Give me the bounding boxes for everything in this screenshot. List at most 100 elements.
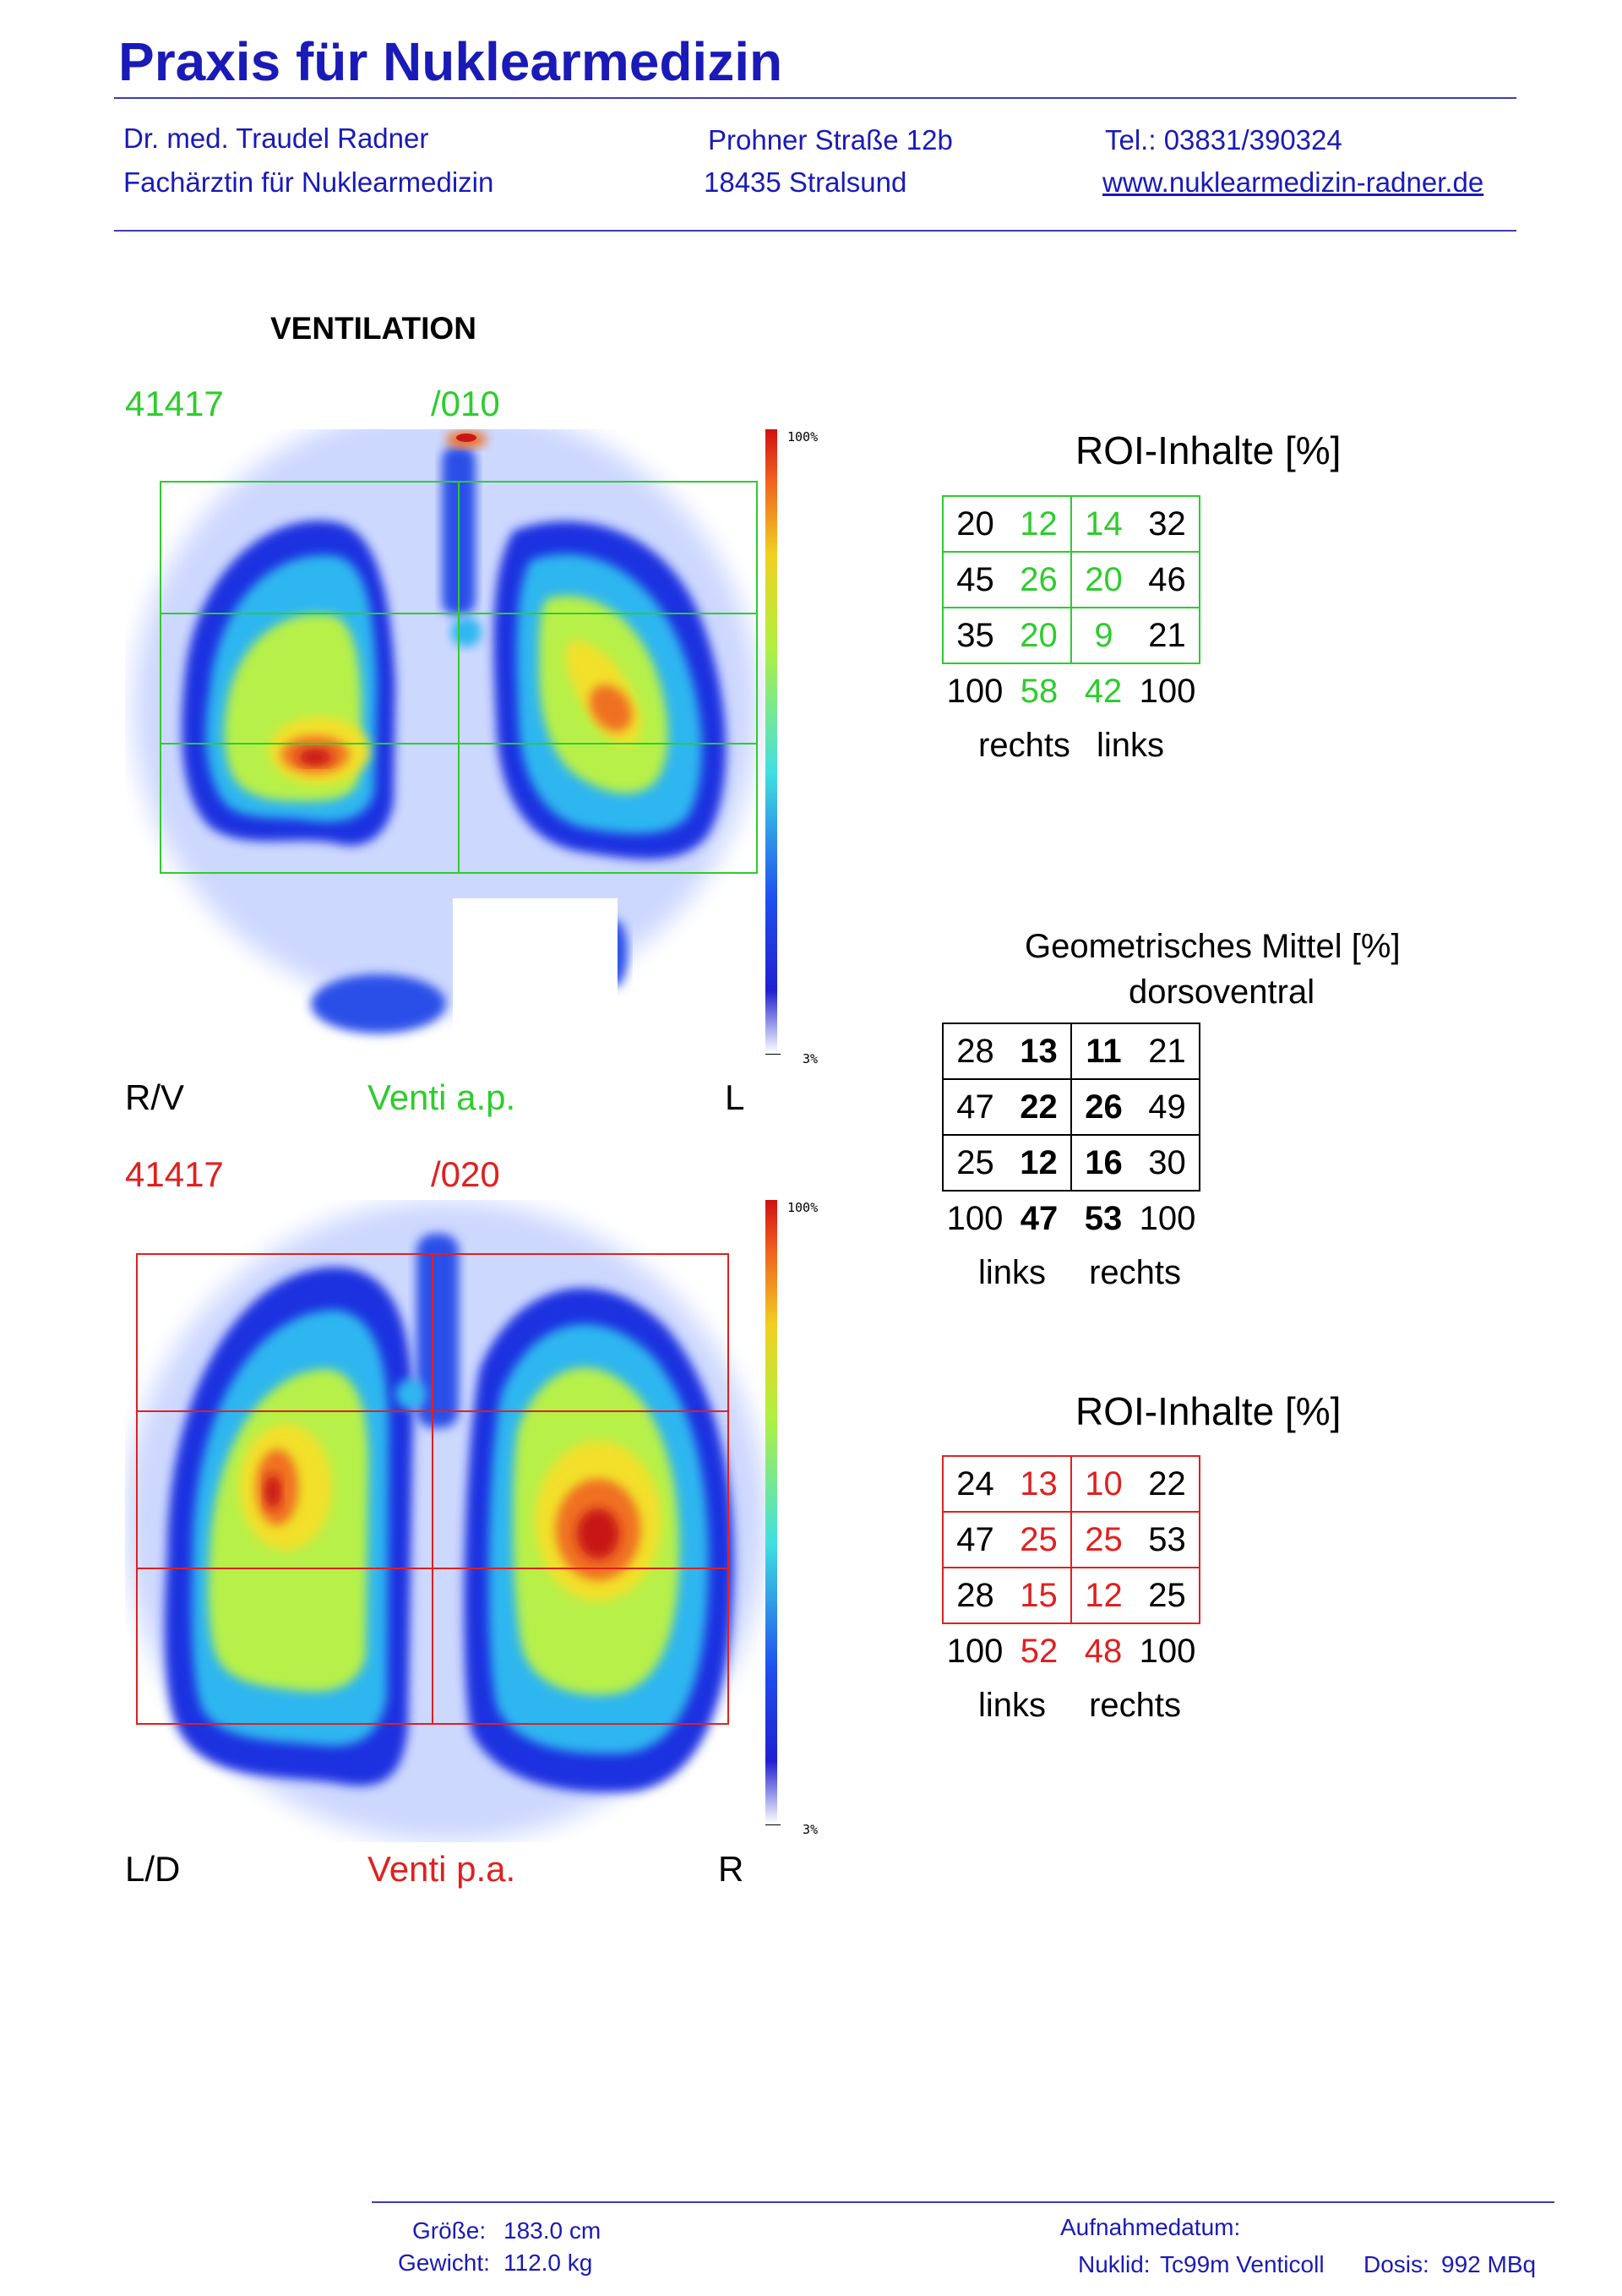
scan-pa-colorbar bbox=[765, 1200, 777, 1824]
scan-ap-scale-tick bbox=[765, 1054, 781, 1055]
practice-title: Praxis für Nuklearmedizin bbox=[118, 31, 783, 92]
nuclide-value: Tc99m Venticoll bbox=[1160, 2251, 1325, 2277]
table-cell: 12 bbox=[1007, 1134, 1071, 1192]
table-cell: 47 bbox=[942, 1078, 1007, 1135]
roi-ap-table: 20 12 14 32 45 26 20 46 35 20 9 21 100 5… bbox=[942, 495, 1200, 772]
table-cell: 22 bbox=[1007, 1078, 1071, 1135]
total-cell: 100 bbox=[1139, 672, 1196, 710]
scan-ap-scale-max: 100% bbox=[787, 429, 819, 444]
table-cell: 15 bbox=[1007, 1567, 1071, 1624]
side-right-label: rechts bbox=[1089, 1253, 1181, 1291]
height-value: 183.0 cm bbox=[503, 2217, 601, 2244]
address-city: 18435 Stralsund bbox=[704, 166, 907, 198]
table-cell: 53 bbox=[1135, 1511, 1200, 1568]
scan-pa-scale-max: 100% bbox=[787, 1200, 819, 1215]
dose-label: Dosis: bbox=[1363, 2251, 1429, 2277]
roi-ap-title: ROI-Inhalte [%] bbox=[1075, 428, 1342, 472]
table-cell: 16 bbox=[1070, 1134, 1135, 1192]
table-cell: 12 bbox=[1007, 495, 1071, 552]
totals-row: 100 52 48 100 bbox=[943, 1623, 1200, 1678]
table-cell: 20 bbox=[1070, 551, 1135, 608]
scan-pa-image bbox=[125, 1200, 767, 1842]
scan-ap-frame: /010 bbox=[431, 384, 500, 423]
total-cell: 53 bbox=[1084, 1199, 1123, 1237]
side-left-label: links bbox=[978, 1686, 1047, 1724]
table-cell: 21 bbox=[1135, 1023, 1200, 1079]
table-row: 24 13 10 22 bbox=[942, 1455, 1200, 1512]
geo-mean-title: Geometrisches Mittel [%] bbox=[1025, 928, 1401, 965]
table-row: 20 12 14 32 bbox=[942, 495, 1200, 552]
scan-ap-view-label: Venti a.p. bbox=[367, 1077, 516, 1117]
side-left-label: links bbox=[978, 1253, 1047, 1291]
website-link[interactable]: www.nuklearmedizin-radner.de bbox=[1102, 166, 1484, 198]
table-cell: 45 bbox=[942, 551, 1007, 608]
table-cell: 25 bbox=[942, 1134, 1007, 1192]
table-row: 35 20 9 21 bbox=[942, 607, 1200, 664]
table-cell: 12 bbox=[1070, 1567, 1135, 1624]
table-cell: 24 bbox=[942, 1455, 1007, 1512]
total-cell: 100 bbox=[946, 1199, 1004, 1237]
table-cell: 25 bbox=[1135, 1567, 1200, 1624]
table-cell: 25 bbox=[1070, 1511, 1135, 1568]
scan-ap-right-label: L bbox=[725, 1077, 745, 1117]
totals-row: 100 47 53 100 bbox=[943, 1191, 1200, 1246]
scan-pa-frame: /020 bbox=[431, 1154, 500, 1194]
table-cell: 13 bbox=[1007, 1455, 1071, 1512]
roi-pa-table: 24 13 10 22 47 25 25 53 28 15 12 25 100 … bbox=[942, 1455, 1200, 1732]
table-cell: 46 bbox=[1135, 551, 1200, 608]
header-divider-bottom bbox=[114, 230, 1516, 232]
side-labels-row: links rechts bbox=[943, 1246, 1200, 1300]
total-cell: 100 bbox=[946, 1632, 1004, 1670]
table-cell: 9 bbox=[1070, 607, 1135, 664]
footer-divider bbox=[372, 2201, 1554, 2203]
table-cell: 28 bbox=[942, 1567, 1007, 1624]
scan-pa-view-label: Venti p.a. bbox=[367, 1849, 516, 1889]
scan-ap-scale-min: 3% bbox=[803, 1051, 819, 1066]
scan-pa-scale-min: 3% bbox=[803, 1822, 819, 1837]
nuclide-label: Nuklid: bbox=[1078, 2251, 1151, 2277]
address-street: Prohner Straße 12b bbox=[708, 124, 953, 155]
weight-label: Gewicht: bbox=[398, 2250, 490, 2276]
roi-pa-title: ROI-Inhalte [%] bbox=[1075, 1389, 1342, 1433]
table-cell: 21 bbox=[1135, 607, 1200, 664]
scan-pa-scale-tick bbox=[765, 1824, 781, 1825]
section-title: VENTILATION bbox=[270, 311, 476, 346]
table-cell: 32 bbox=[1135, 495, 1200, 552]
geo-mean-table: 28 13 11 21 47 22 26 49 25 12 16 30 100 … bbox=[942, 1023, 1200, 1300]
table-row: 28 15 12 25 bbox=[942, 1567, 1200, 1624]
scan-ap-colorbar bbox=[765, 429, 777, 1053]
table-cell: 20 bbox=[942, 495, 1007, 552]
table-cell: 47 bbox=[942, 1511, 1007, 1568]
total-cell: 100 bbox=[946, 672, 1004, 710]
total-cell: 52 bbox=[1020, 1632, 1059, 1670]
table-cell: 49 bbox=[1135, 1078, 1200, 1135]
scan-ap-image bbox=[125, 429, 767, 1069]
table-cell: 20 bbox=[1007, 607, 1071, 664]
table-row: 47 25 25 53 bbox=[942, 1511, 1200, 1568]
doctor-name: Dr. med. Traudel Radner bbox=[123, 123, 429, 154]
table-row: 28 13 11 21 bbox=[942, 1023, 1200, 1079]
scan-ap-svg bbox=[125, 429, 767, 1069]
side-left-label: rechts bbox=[978, 726, 1070, 764]
table-cell: 26 bbox=[1070, 1078, 1135, 1135]
table-cell: 11 bbox=[1070, 1023, 1135, 1079]
total-cell: 100 bbox=[1139, 1632, 1196, 1670]
table-cell: 28 bbox=[942, 1023, 1007, 1079]
scan-pa-svg bbox=[125, 1200, 767, 1842]
total-cell: 100 bbox=[1139, 1199, 1196, 1237]
table-row: 45 26 20 46 bbox=[942, 551, 1200, 608]
side-labels-row: links rechts bbox=[943, 1678, 1200, 1732]
total-cell: 48 bbox=[1084, 1632, 1123, 1670]
table-cell: 13 bbox=[1007, 1023, 1071, 1079]
table-cell: 26 bbox=[1007, 551, 1071, 608]
total-cell: 42 bbox=[1084, 672, 1123, 710]
side-right-label: rechts bbox=[1089, 1686, 1181, 1724]
header-divider-top bbox=[114, 97, 1516, 99]
weight-value: 112.0 kg bbox=[503, 2250, 593, 2276]
totals-row: 100 58 42 100 bbox=[943, 663, 1200, 718]
table-cell: 30 bbox=[1135, 1134, 1200, 1192]
table-cell: 10 bbox=[1070, 1455, 1135, 1512]
scan-pa-right-label: R bbox=[718, 1849, 744, 1889]
table-row: 25 12 16 30 bbox=[942, 1134, 1200, 1192]
scan-pa-id: 41417 bbox=[125, 1154, 224, 1194]
